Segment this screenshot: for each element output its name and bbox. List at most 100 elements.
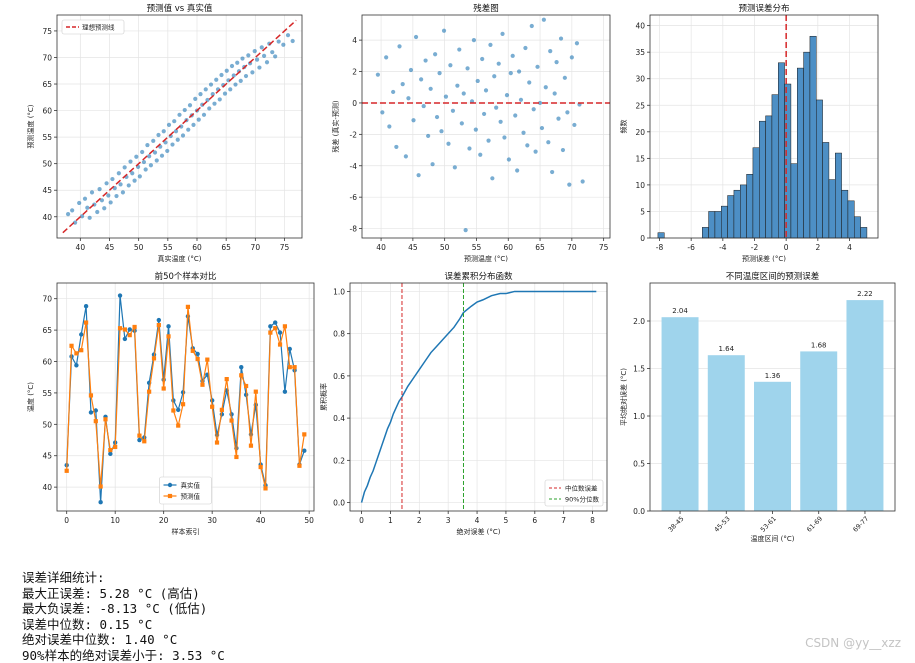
residual-point [492, 74, 496, 78]
residual-point [497, 62, 501, 66]
residual-point [490, 176, 494, 180]
histogram-bar [721, 206, 727, 238]
scatter-point [255, 58, 259, 62]
y-tick-label: 10 [635, 181, 645, 190]
y-tick-label: 0 [640, 234, 645, 243]
series-marker-pred [132, 325, 136, 329]
series-marker-true [137, 438, 141, 442]
scatter-point [181, 133, 185, 137]
y-tick-label: 1.0 [633, 412, 645, 421]
y-tick-label: 0 [352, 99, 357, 108]
series-marker-pred [152, 356, 156, 360]
residual-point [561, 148, 565, 152]
series-marker-pred [210, 405, 214, 409]
scatter-point [102, 206, 106, 210]
residual-point [394, 145, 398, 149]
scatter-point [128, 159, 132, 163]
chart-error-by-range: 2.041.641.361.682.220.00.51.01.52.038-45… [619, 271, 895, 543]
residual-point [575, 41, 579, 45]
series-marker-pred [94, 419, 98, 423]
series-marker-true [278, 330, 282, 334]
series-marker-pred [74, 351, 78, 355]
series-marker-true [123, 337, 127, 341]
x-axis-label: 预测误差 (°C) [742, 254, 786, 263]
x-tick-label: 2 [417, 516, 422, 525]
y-tick-label: 55 [42, 133, 52, 142]
residual-point [502, 135, 506, 139]
x-tick-label: -4 [719, 243, 727, 252]
scatter-point [214, 78, 218, 82]
residual-point [499, 120, 503, 124]
residual-point [467, 146, 471, 150]
y-tick-label: 50 [42, 420, 52, 429]
scatter-point [223, 91, 227, 95]
histogram-bar [791, 164, 797, 238]
residual-point [563, 76, 567, 80]
residual-point [442, 29, 446, 33]
series-marker-pred [147, 390, 151, 394]
histogram-bar [772, 95, 778, 238]
scatter-point [250, 70, 254, 74]
legend-swatch-marker [168, 494, 172, 498]
residual-point [474, 128, 478, 132]
x-tick-label: 65 [221, 243, 231, 252]
scatter-point [286, 33, 290, 37]
scatter-point [174, 129, 178, 133]
series-marker-pred [297, 464, 301, 468]
residual-point [486, 139, 490, 143]
x-tick-label: 53-61 [759, 515, 778, 534]
histogram-bar [658, 233, 664, 238]
x-tick-label: 65 [535, 243, 545, 252]
series-marker-pred [205, 358, 209, 362]
chart-title: 误差累积分布函数 [444, 271, 513, 282]
x-axis-label: 预测温度 (°C) [464, 254, 508, 263]
residual-point [546, 140, 550, 144]
y-tick-label: -2 [350, 130, 358, 139]
x-tick-label: 3 [446, 516, 451, 525]
residual-point [422, 104, 426, 108]
scatter-point [127, 183, 131, 187]
scatter-point [149, 163, 153, 167]
residual-point [387, 124, 391, 128]
x-tick-label: 30 [207, 516, 217, 525]
scatter-point [140, 150, 144, 154]
histogram-bar [747, 174, 753, 238]
scatter-point [270, 50, 274, 54]
scatter-point [134, 155, 138, 159]
stats-line: 最大负误差: -8.13 °C (低估) [22, 601, 225, 617]
y-tick-label: 45 [42, 186, 52, 195]
scatter-point [114, 194, 118, 198]
x-tick-label: 10 [110, 516, 120, 525]
residual-point [556, 117, 560, 121]
residual-point [548, 49, 552, 53]
x-tick-label: 4 [847, 243, 852, 252]
x-tick-label: 1 [388, 516, 393, 525]
histogram-bar [861, 227, 867, 238]
scatter-point [85, 206, 89, 210]
y-tick-label: 15 [635, 154, 645, 163]
scatter-point [219, 73, 223, 77]
x-axis-label: 温度区间 (°C) [750, 534, 794, 543]
residual-point [423, 58, 427, 62]
scatter-point [167, 123, 171, 127]
chart-title: 残差图 [473, 3, 499, 14]
bar-value-label: 1.68 [811, 341, 827, 349]
histogram-bar [816, 100, 822, 238]
chart-title: 不同温度区间的预测误差 [726, 271, 820, 282]
scatter-point [209, 82, 213, 86]
histogram-bar [734, 190, 740, 238]
residual-point [553, 91, 557, 95]
series-marker-true [166, 324, 170, 328]
residual-point [380, 110, 384, 114]
scatter-point [88, 216, 92, 220]
scatter-point [197, 117, 201, 121]
x-tick-label: 20 [159, 516, 169, 525]
y-tick-label: 45 [42, 452, 52, 461]
residual-point [465, 66, 469, 70]
residual-point [462, 91, 466, 95]
scatter-point [138, 174, 142, 178]
y-tick-label: 65 [42, 326, 52, 335]
y-tick-label: 0.0 [633, 507, 645, 516]
bar-value-label: 1.36 [765, 372, 781, 380]
residual-point [565, 110, 569, 114]
